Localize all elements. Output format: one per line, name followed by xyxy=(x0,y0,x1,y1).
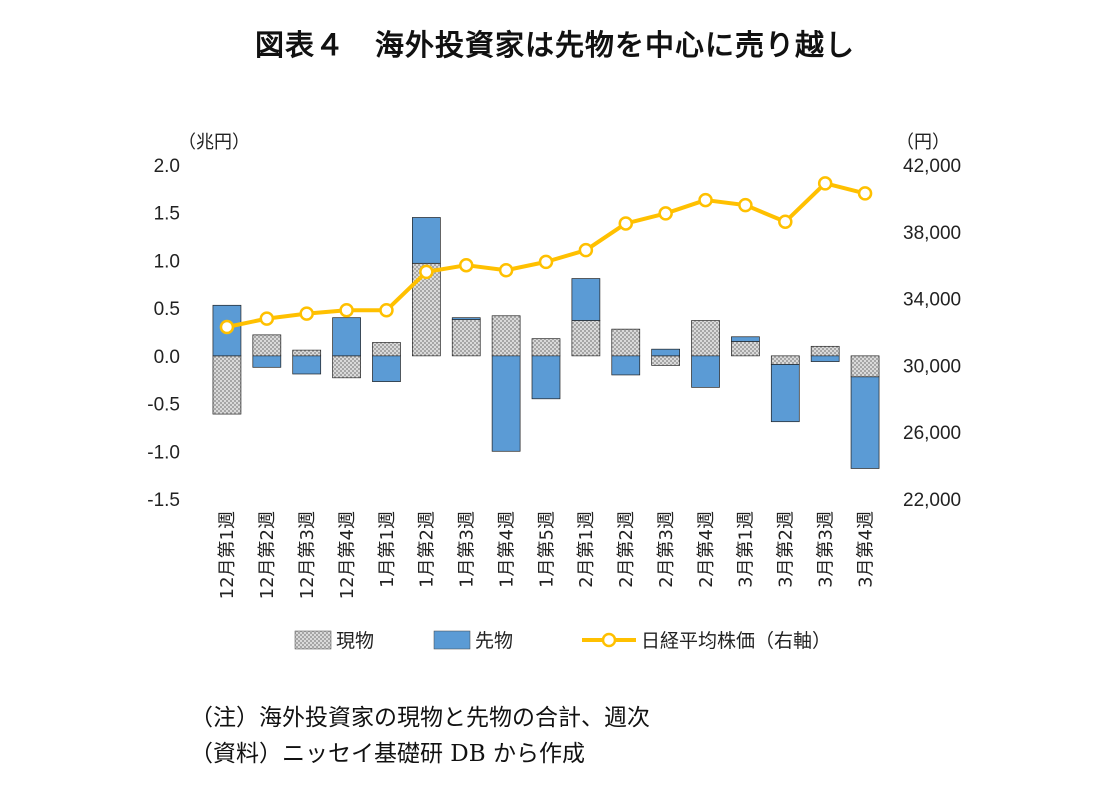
bar-futures xyxy=(571,278,601,321)
left-tick-label: -0.5 xyxy=(147,395,180,416)
left-axis-ticks: 2.0 1.5 1.0 0.5 0.0 -0.5 -1.0 -1.5 xyxy=(147,156,180,511)
nikkei-point xyxy=(618,216,634,231)
left-tick-label: 1.5 xyxy=(154,204,180,225)
bar-futures xyxy=(531,355,561,400)
bar-spot xyxy=(252,334,282,357)
left-tick-label: 1.0 xyxy=(154,251,180,272)
right-tick-label: 30,000 xyxy=(903,356,961,377)
category-label: 1月第5週 xyxy=(536,511,557,588)
bar-spot xyxy=(611,328,641,357)
bar-futures xyxy=(611,355,641,376)
nikkei-point xyxy=(658,206,673,221)
nikkei-point xyxy=(259,311,275,326)
bar-futures xyxy=(770,364,800,423)
category-label: 1月第2週 xyxy=(417,511,438,588)
nikkei-point xyxy=(458,257,474,273)
category-label: 1月第4週 xyxy=(496,511,517,588)
category-label: 12月第1週 xyxy=(217,511,238,599)
nikkei-point xyxy=(578,242,594,258)
right-tick-label: 26,000 xyxy=(903,423,961,444)
right-tick-label: 42,000 xyxy=(903,156,961,177)
bar-spot xyxy=(531,338,561,357)
legend-swatch-futures xyxy=(433,630,471,650)
left-tick-label: 2.0 xyxy=(154,156,180,177)
bar-futures xyxy=(731,336,760,342)
bar-futures xyxy=(292,355,322,375)
left-tick-label: 0.0 xyxy=(154,347,180,368)
bar-spot xyxy=(770,355,800,365)
category-label: 12月第2週 xyxy=(257,511,278,599)
bar-series xyxy=(212,217,880,469)
bar-spot xyxy=(332,355,361,379)
bar-spot xyxy=(691,320,720,357)
line-series xyxy=(219,176,873,335)
bar-spot xyxy=(850,355,880,378)
bar-spot xyxy=(212,355,242,415)
bar-futures xyxy=(451,317,481,320)
bar-futures xyxy=(691,355,720,388)
category-label: 1月第3週 xyxy=(457,511,478,588)
bar-futures xyxy=(651,348,680,357)
legend-label-nikkei: 日経平均株価（右軸） xyxy=(641,630,831,652)
left-axis-unit: （兆円） xyxy=(178,132,250,153)
nikkei-point xyxy=(857,186,873,201)
bar-spot xyxy=(451,319,481,357)
nikkei-point xyxy=(738,197,753,213)
left-tick-label: -1.5 xyxy=(147,490,180,511)
nikkei-point xyxy=(339,303,354,318)
category-labels: 12月第1週 12月第2週 12月第3週 12月第4週 1月第1週 1月第2週 1月第3週 1… xyxy=(217,511,876,599)
bar-futures xyxy=(810,355,840,362)
right-axis-unit: （円） xyxy=(896,132,950,153)
category-label: 1月第1週 xyxy=(377,511,398,588)
bar-futures xyxy=(332,317,361,357)
left-tick-label: 0.5 xyxy=(154,299,180,320)
footnote-note: （注）海外投資家の現物と先物の合計、週次 xyxy=(190,705,650,731)
legend-label-spot: 現物 xyxy=(336,630,374,652)
bar-spot xyxy=(571,320,601,357)
bar-spot xyxy=(651,355,680,366)
nikkei-point xyxy=(299,306,314,321)
bar-spot xyxy=(731,341,760,357)
nikkei-point xyxy=(538,254,554,270)
bar-futures xyxy=(491,355,521,452)
nikkei-point xyxy=(379,303,394,318)
legend-swatch-spot xyxy=(294,630,332,650)
category-label: 12月第4週 xyxy=(337,511,358,599)
category-label: 2月第4週 xyxy=(696,511,717,588)
legend-marker-nikkei xyxy=(601,632,617,648)
category-label: 2月第2週 xyxy=(616,511,637,588)
bar-futures xyxy=(850,376,880,469)
bar-spot xyxy=(491,315,521,357)
category-label: 3月第2週 xyxy=(776,511,797,588)
category-label: 3月第3週 xyxy=(815,511,836,588)
category-label: 2月第3週 xyxy=(656,511,677,588)
category-label: 3月第1週 xyxy=(736,511,757,588)
bar-futures xyxy=(252,355,282,368)
category-label: 12月第3週 xyxy=(297,511,318,599)
bar-spot xyxy=(372,342,401,357)
bar-spot xyxy=(810,345,840,357)
bar-futures xyxy=(372,355,401,382)
nikkei-point xyxy=(419,264,434,280)
nikkei-point xyxy=(698,192,713,208)
category-label: 2月第1週 xyxy=(576,511,597,588)
nikkei-point xyxy=(778,214,793,230)
legend-label-futures: 先物 xyxy=(475,630,513,652)
chart-title: 図表４ 海外投資家は先物を中心に売り越し xyxy=(254,28,855,62)
legend: 現物 先物 日経平均株価（右軸） xyxy=(294,630,831,652)
right-tick-label: 22,000 xyxy=(903,490,961,511)
bar-spot xyxy=(292,349,322,357)
nikkei-point xyxy=(817,176,833,191)
nikkei-point xyxy=(498,262,514,278)
right-tick-label: 38,000 xyxy=(903,223,961,244)
right-tick-label: 34,000 xyxy=(903,290,961,311)
category-label: 3月第4週 xyxy=(855,511,876,588)
bar-futures xyxy=(412,217,441,264)
left-tick-label: -1.0 xyxy=(147,442,180,463)
nikkei-point xyxy=(219,319,235,335)
footnote-source: （資料）ニッセイ基礎研 DB から作成 xyxy=(190,741,585,767)
chart-svg: （兆円） （円） 2.0 1.5 1.0 0.5 0.0 -0.5 -1.0 -1.5 42,… xyxy=(147,132,961,652)
right-axis-ticks: 42,000 38,000 34,000 30,000 26,000 22,000 xyxy=(903,156,961,511)
